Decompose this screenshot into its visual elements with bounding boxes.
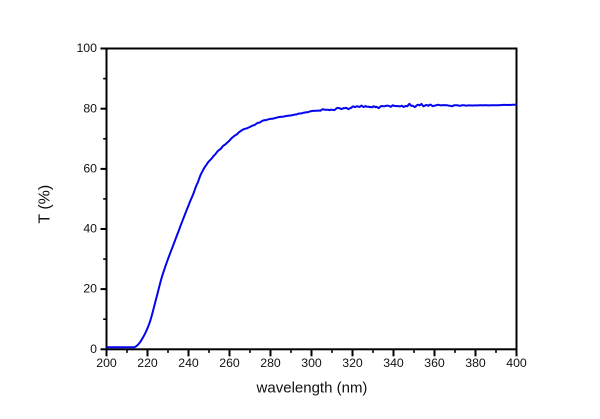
svg-text:300: 300 — [301, 356, 322, 370]
svg-text:280: 280 — [260, 356, 281, 370]
svg-text:400: 400 — [506, 356, 527, 370]
svg-text:200: 200 — [96, 356, 117, 370]
svg-text:360: 360 — [424, 356, 445, 370]
svg-text:20: 20 — [83, 282, 97, 296]
svg-text:0: 0 — [90, 342, 97, 356]
svg-text:340: 340 — [383, 356, 404, 370]
svg-text:260: 260 — [219, 356, 240, 370]
svg-text:80: 80 — [83, 101, 97, 115]
svg-text:320: 320 — [342, 356, 363, 370]
svg-text:60: 60 — [83, 162, 97, 176]
svg-text:40: 40 — [83, 222, 97, 236]
svg-text:380: 380 — [465, 356, 486, 370]
svg-text:100: 100 — [76, 41, 97, 55]
svg-text:T (%): T (%) — [37, 185, 54, 224]
svg-text:240: 240 — [178, 356, 199, 370]
svg-text:wavelength (nm): wavelength (nm) — [256, 379, 368, 396]
svg-text:220: 220 — [137, 356, 158, 370]
